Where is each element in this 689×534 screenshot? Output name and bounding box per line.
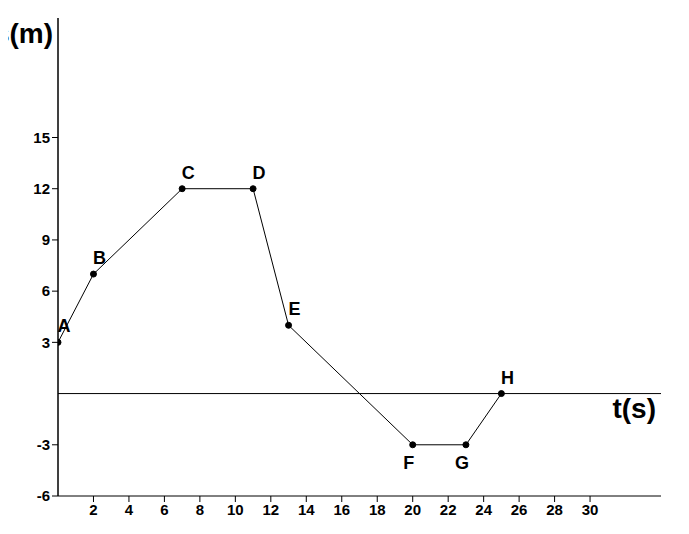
svg-text:s(m): s(m) (8, 18, 53, 49)
svg-text:8: 8 (196, 501, 204, 518)
svg-text:20: 20 (404, 501, 421, 518)
svg-text:12: 12 (262, 501, 279, 518)
svg-text:2: 2 (89, 501, 97, 518)
svg-text:E: E (289, 299, 301, 319)
svg-text:18: 18 (369, 501, 386, 518)
svg-text:-3: -3 (37, 436, 50, 453)
svg-text:14: 14 (298, 501, 315, 518)
svg-text:B: B (93, 248, 106, 268)
svg-text:30: 30 (582, 501, 599, 518)
svg-text:t(s): t(s) (612, 393, 656, 424)
svg-text:4: 4 (125, 501, 134, 518)
svg-text:H: H (501, 368, 514, 388)
svg-text:F: F (403, 453, 414, 473)
svg-text:16: 16 (333, 501, 350, 518)
svg-text:10: 10 (227, 501, 244, 518)
svg-text:12: 12 (33, 180, 50, 197)
svg-text:6: 6 (160, 501, 168, 518)
svg-text:22: 22 (440, 501, 457, 518)
svg-text:G: G (455, 453, 469, 473)
svg-text:26: 26 (511, 501, 528, 518)
svg-text:9: 9 (42, 231, 50, 248)
svg-text:28: 28 (546, 501, 563, 518)
svg-text:-6: -6 (37, 487, 50, 504)
svg-text:D: D (253, 163, 266, 183)
svg-text:6: 6 (42, 282, 50, 299)
svg-text:A: A (58, 316, 71, 336)
svg-text:24: 24 (475, 501, 492, 518)
svg-text:C: C (182, 163, 195, 183)
svg-text:15: 15 (33, 129, 50, 146)
svg-text:3: 3 (42, 334, 50, 351)
